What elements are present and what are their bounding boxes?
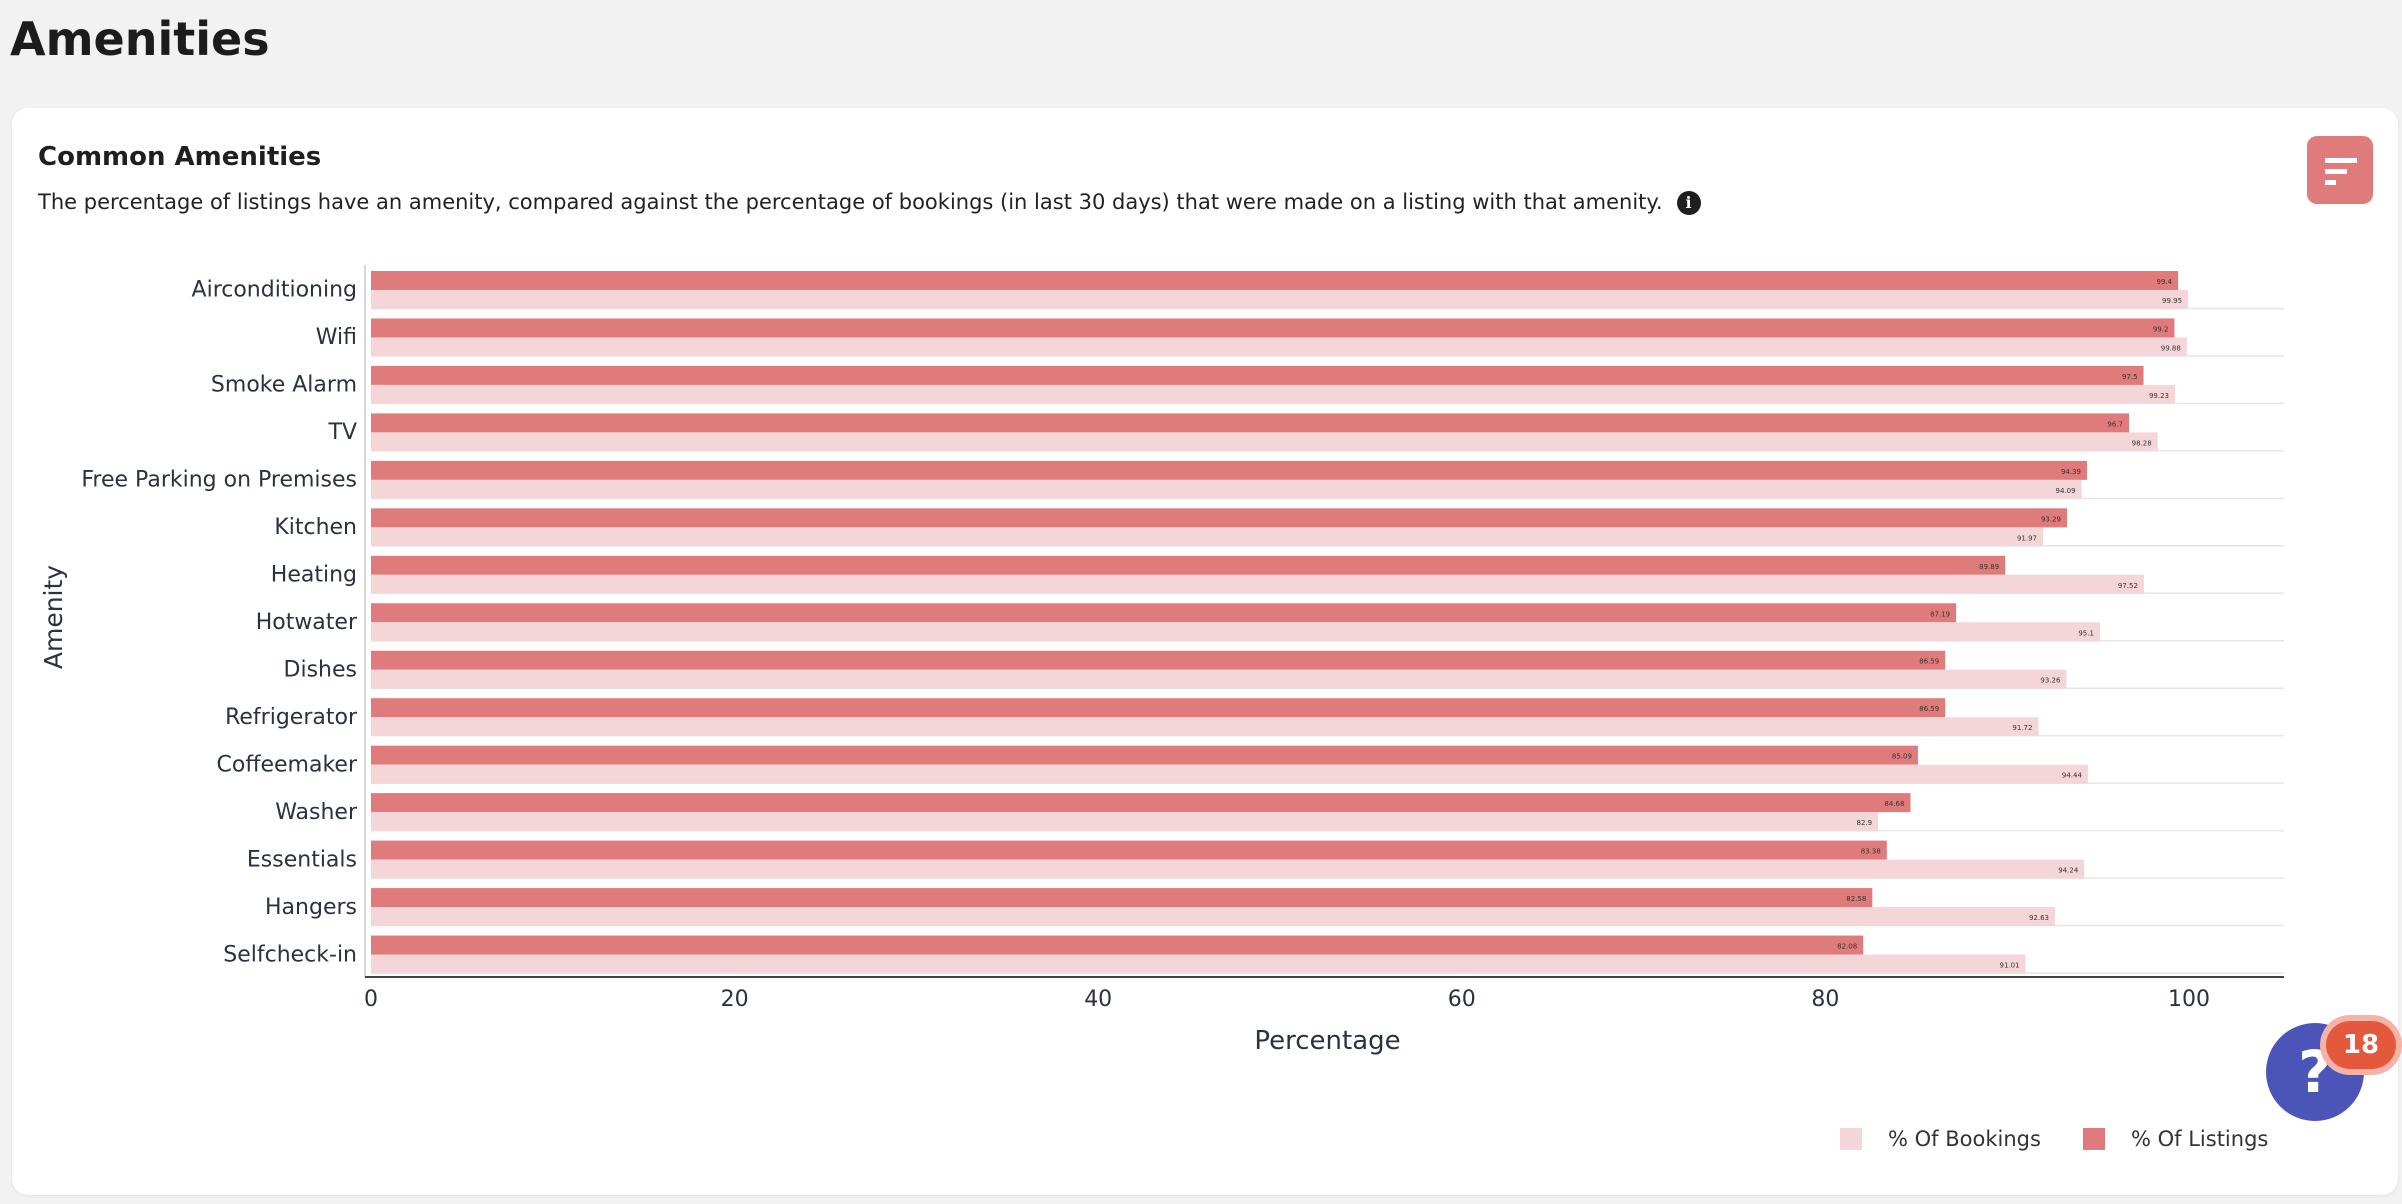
description-text: The percentage of listings have an ameni… [38, 190, 1663, 214]
data-label-bookings: 98.28 [2132, 439, 2152, 447]
data-label-bookings: 94.24 [2058, 867, 2079, 875]
data-label-listings: 96.7 [2107, 420, 2123, 428]
x-tick-label: 0 [364, 987, 378, 1012]
data-label-bookings: 99.88 [2161, 344, 2181, 352]
category-label: Essentials [247, 847, 357, 872]
x-tick-label: 100 [2168, 987, 2210, 1012]
filter-icon [2325, 158, 2357, 163]
x-tick-label: 40 [1084, 987, 1112, 1012]
info-icon[interactable]: i [1676, 191, 1701, 215]
bar-bookings [371, 764, 2088, 784]
category-label: Airconditioning [192, 278, 357, 303]
data-label-listings: 86.59 [1919, 705, 1939, 713]
category-label: TV [328, 420, 358, 445]
card-description: The percentage of listings have an ameni… [38, 190, 1701, 215]
legend-item-bookings[interactable]: % Of Bookings [1840, 1127, 2041, 1151]
bar-listings [371, 650, 1946, 670]
category-label: Kitchen [274, 515, 357, 540]
page-title: Amenities [10, 12, 270, 66]
bar-bookings [371, 859, 2085, 879]
data-label-listings: 94.39 [2061, 468, 2081, 476]
data-label-listings: 82.08 [1837, 943, 1857, 951]
bar-listings [371, 840, 1887, 860]
bar-bookings [371, 907, 2056, 927]
help-button[interactable]: ? [2266, 1023, 2364, 1121]
data-label-bookings: 91.01 [2000, 962, 2020, 970]
legend-label: % Of Listings [2131, 1127, 2269, 1151]
data-label-listings: 83.38 [1861, 848, 1881, 856]
bar-bookings [371, 717, 2039, 737]
legend-label: % Of Bookings [1888, 1127, 2041, 1151]
data-label-bookings: 92.63 [2029, 914, 2049, 922]
category-label: Hangers [265, 895, 357, 920]
x-axis-title: Percentage [1254, 1026, 1400, 1056]
data-label-listings: 87.19 [1930, 610, 1950, 618]
data-label-listings: 99.2 [2153, 325, 2169, 333]
data-label-listings: 97.5 [2122, 373, 2138, 381]
data-label-bookings: 91.72 [2012, 724, 2032, 732]
bar-bookings [371, 479, 2082, 499]
bar-listings [371, 745, 1918, 765]
bar-bookings [371, 954, 2026, 974]
data-label-listings: 82.58 [1846, 895, 1866, 903]
bar-listings [371, 318, 2175, 338]
bar-listings [371, 271, 2179, 290]
y-axis-title: Amenity [39, 565, 68, 669]
category-label: Dishes [284, 657, 357, 682]
data-label-bookings: 94.44 [2062, 772, 2083, 780]
data-label-bookings: 93.26 [2040, 677, 2061, 685]
sort-filter-button[interactable] [2307, 136, 2373, 204]
data-label-bookings: 97.52 [2118, 582, 2138, 590]
category-label: Refrigerator [225, 705, 358, 730]
data-label-bookings: 95.1 [2078, 629, 2094, 637]
bar-bookings [371, 527, 2044, 547]
category-label: Heating [271, 563, 357, 588]
bar-bookings [371, 574, 2144, 594]
category-label: Selfcheck-in [223, 942, 357, 967]
category-label: Coffeemaker [217, 752, 358, 777]
x-tick-label: 20 [721, 987, 749, 1012]
x-tick-label: 60 [1448, 987, 1476, 1012]
bar-bookings [371, 812, 1879, 832]
legend-swatch-listings [2083, 1128, 2105, 1150]
legend-item-listings[interactable]: % Of Listings [2083, 1127, 2268, 1151]
data-label-listings: 93.29 [2041, 515, 2061, 523]
bar-listings [371, 460, 2088, 480]
card-title: Common Amenities [38, 142, 322, 172]
bar-bookings [371, 290, 2189, 309]
data-label-bookings: 99.23 [2149, 392, 2169, 400]
data-label-listings: 86.59 [1919, 658, 1939, 666]
notification-badge: 18 [2326, 1021, 2396, 1069]
bar-listings [371, 603, 1957, 623]
data-label-listings: 89.89 [1979, 563, 1999, 571]
data-label-bookings: 99.95 [2162, 297, 2182, 305]
bar-listings [371, 413, 2130, 433]
category-label: Washer [275, 800, 358, 825]
bar-listings [371, 698, 1946, 718]
data-label-listings: 85.09 [1892, 753, 1912, 761]
bar-bookings [371, 669, 2067, 689]
bar-listings [371, 935, 1864, 955]
bar-bookings [371, 384, 2176, 404]
data-label-bookings: 94.09 [2056, 487, 2076, 495]
data-label-bookings: 82.9 [1857, 819, 1873, 827]
bar-bookings [371, 337, 2187, 357]
legend-swatch-bookings [1840, 1128, 1862, 1150]
data-label-listings: 99.4 [2156, 278, 2172, 286]
bar-bookings [371, 432, 2158, 452]
bar-listings [371, 888, 1873, 908]
bar-bookings [371, 622, 2100, 642]
data-label-listings: 84.68 [1884, 800, 1904, 808]
bar-listings [371, 508, 2068, 528]
bar-listings [371, 793, 1911, 813]
category-label: Wifi [316, 325, 357, 350]
bar-listings [371, 555, 2006, 575]
x-tick-label: 80 [1811, 987, 1839, 1012]
category-label: Free Parking on Premises [81, 468, 357, 493]
data-label-bookings: 91.97 [2017, 534, 2037, 542]
bar-listings [371, 365, 2144, 385]
category-label: Hotwater [256, 610, 358, 635]
category-label: Smoke Alarm [211, 373, 357, 398]
